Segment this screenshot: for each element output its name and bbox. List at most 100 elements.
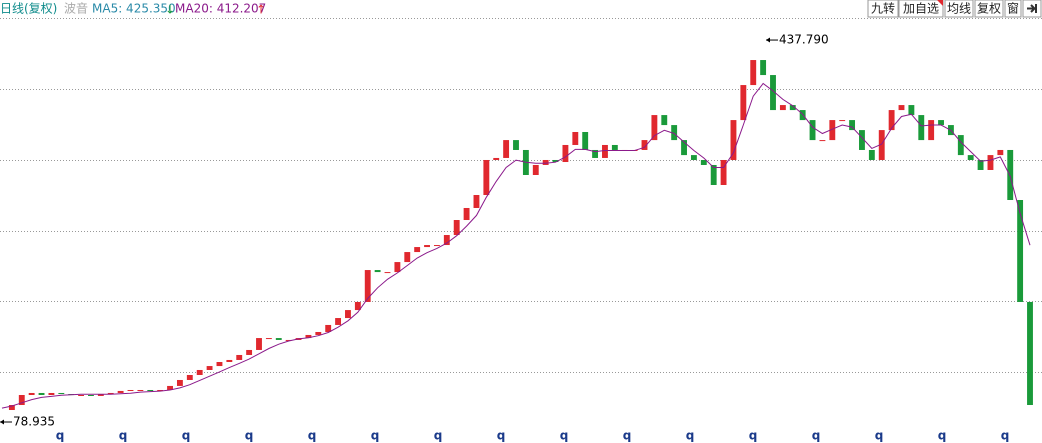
candle (532, 164, 539, 175)
x-marker: q (749, 429, 758, 443)
candle (671, 125, 678, 141)
x-marker: q (875, 429, 884, 443)
candle (829, 120, 836, 141)
candle (730, 120, 737, 160)
toolbar-button-label: 九转 (871, 1, 895, 16)
candle (611, 144, 618, 150)
toolbar-button[interactable] (1004, 0, 1022, 18)
x-marker: q (938, 429, 947, 443)
candle (928, 120, 935, 141)
candle (48, 392, 55, 395)
candle (88, 394, 94, 396)
candle (186, 374, 193, 380)
candle (433, 245, 440, 247)
x-marker: q (497, 429, 506, 443)
candle (285, 339, 292, 341)
candle (789, 105, 796, 111)
x-marker: q (434, 429, 443, 443)
candle (78, 394, 85, 396)
candle (592, 149, 599, 158)
candle (552, 159, 559, 163)
candle (651, 115, 658, 141)
candle (977, 159, 984, 170)
x-marker: q (245, 429, 254, 443)
toolbar-button[interactable] (867, 0, 899, 18)
candle (473, 195, 480, 208)
candle (176, 379, 183, 386)
candle (384, 272, 391, 274)
x-marker: q (308, 429, 317, 443)
candle (443, 235, 450, 246)
candle (799, 110, 806, 121)
candle (414, 247, 421, 253)
candle (849, 120, 856, 131)
candle (325, 324, 332, 332)
candle (483, 159, 490, 196)
candle (18, 394, 25, 406)
x-marker: q (812, 429, 821, 443)
exit-icon (1027, 4, 1037, 13)
ma5-arrow: ↓ (165, 3, 175, 17)
candle (572, 131, 579, 145)
ma20-label: MA20: 412.207 (175, 2, 266, 16)
candle (750, 60, 757, 86)
candle (542, 159, 549, 165)
candle (206, 366, 213, 370)
toolbar-button[interactable] (944, 0, 974, 18)
toolbar-button[interactable] (898, 0, 944, 18)
x-marker: q (686, 429, 695, 443)
candle (938, 120, 944, 126)
candle (898, 105, 905, 111)
toolbar-button-label: 均线 (947, 2, 971, 16)
favorite-marker (937, 0, 943, 6)
candle (1007, 149, 1014, 201)
candle (275, 338, 282, 340)
toolbar-button-label: 复权 (977, 2, 1001, 16)
stock-name: 波音 (64, 1, 88, 16)
candle (345, 310, 351, 319)
candle (127, 389, 134, 391)
candle (987, 155, 994, 170)
candle (859, 130, 865, 150)
candle (216, 362, 223, 367)
candle (117, 390, 124, 393)
candle (868, 149, 875, 160)
candle (681, 140, 687, 156)
annotation-label: 437.790 (779, 33, 829, 47)
candle (661, 115, 668, 126)
candle (463, 207, 470, 221)
candle (364, 270, 371, 302)
candle (246, 349, 253, 355)
x-marker: q (182, 429, 191, 443)
x-marker: q (119, 429, 128, 443)
x-marker: q (371, 429, 380, 443)
toolbar-button-label: 窗 (1007, 2, 1019, 16)
candle (839, 120, 846, 122)
candle (354, 301, 361, 311)
candle (779, 105, 786, 111)
candle (394, 262, 401, 273)
candle (335, 318, 342, 325)
x-marker: q (560, 429, 569, 443)
candle (760, 60, 767, 76)
toolbar-button[interactable] (974, 0, 1004, 18)
candle (404, 252, 411, 263)
candle (137, 389, 144, 391)
x-marker: q (56, 429, 65, 443)
ma20-arrow: ↑ (256, 3, 266, 17)
candle (562, 144, 569, 163)
toolbar-button-label: 加自选 (903, 2, 939, 16)
candle (147, 389, 154, 391)
candle (97, 394, 104, 396)
ma20-line (1, 82, 1031, 409)
candle (690, 155, 697, 160)
candle (196, 369, 203, 375)
candle (38, 392, 45, 395)
candle (157, 389, 164, 391)
candle (819, 140, 826, 142)
annotation-arrow (0, 419, 4, 425)
candle (641, 140, 648, 150)
annotation-arrow (766, 37, 770, 43)
